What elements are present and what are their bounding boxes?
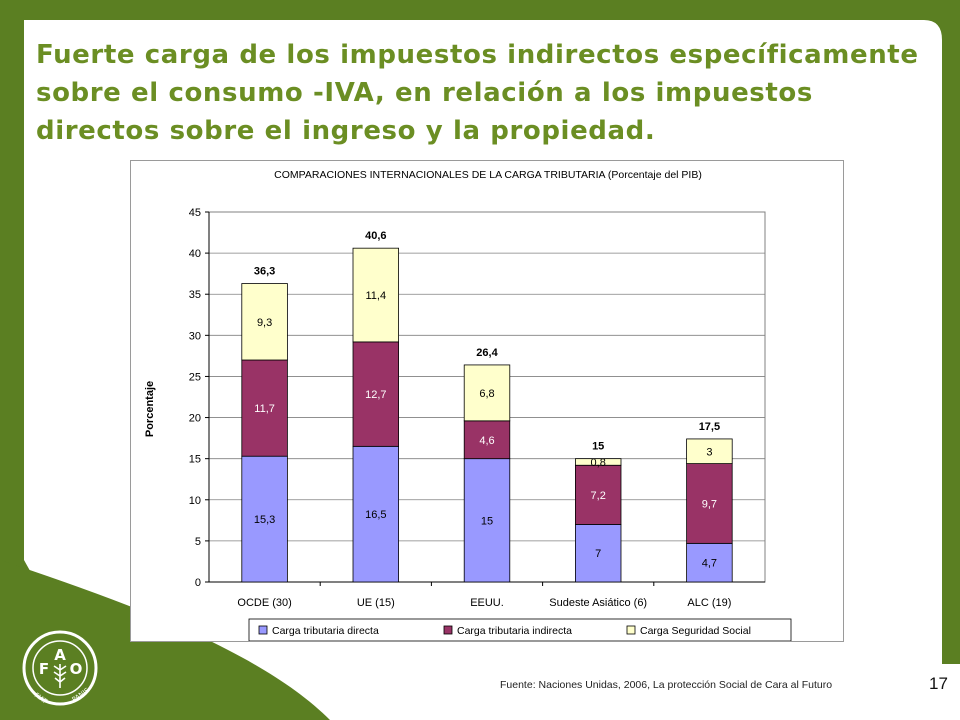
- bar-segment: [686, 438, 733, 464]
- data-label: 4,6: [479, 435, 494, 447]
- x-tick-label: ALC (19): [687, 597, 731, 609]
- data-label: 12,7: [365, 389, 386, 401]
- total-label: 40,6: [365, 230, 386, 242]
- y-axis-label: Porcentaje: [144, 381, 156, 437]
- bar-segment: [463, 364, 511, 422]
- svg-text:F: F: [39, 660, 49, 678]
- y-tick-label: 15: [189, 454, 201, 466]
- legend-swatch: [443, 625, 453, 635]
- bar-segment: [352, 341, 399, 447]
- data-label: 6,8: [479, 388, 494, 400]
- svg-text:A: A: [54, 646, 66, 664]
- chart-frame: COMPARACIONES INTERNACIONALES DE LA CARG…: [130, 160, 844, 642]
- y-tick-label: 5: [195, 536, 201, 548]
- y-tick-label: 10: [189, 495, 201, 507]
- data-label: 11,4: [366, 290, 387, 302]
- data-label: 15,3: [254, 514, 275, 526]
- svg-text:O: O: [70, 660, 83, 678]
- slide-title: Fuerte carga de los impuestos indirectos…: [36, 40, 919, 146]
- svg-text:FIAT: FIAT: [33, 691, 49, 705]
- chart-title: COMPARACIONES INTERNACIONALES DE LA CARG…: [274, 169, 702, 181]
- y-tick-label: 30: [189, 330, 201, 342]
- y-tick-label: 25: [189, 371, 201, 383]
- page-number: 17: [929, 674, 948, 693]
- source-note: Fuente: Naciones Unidas, 2006, La protec…: [500, 679, 833, 691]
- legend-box: [248, 618, 792, 641]
- bar-segment: [575, 464, 622, 525]
- x-tick-label: UE (15): [357, 597, 395, 609]
- svg-text:PANIS: PANIS: [71, 686, 91, 703]
- data-label: 15: [481, 515, 493, 527]
- data-label: 4,7: [702, 558, 717, 570]
- data-label: 0,8: [591, 457, 606, 469]
- fao-logo: F A O FIAT PANIS: [22, 630, 98, 706]
- legend-label: Carga tributaria directa: [272, 625, 379, 637]
- bar-segment: [575, 524, 622, 583]
- data-label: 11,7: [254, 403, 275, 415]
- legend-label: Carga Seguridad Social: [640, 625, 751, 637]
- total-label: 15: [592, 441, 604, 453]
- bar-segment: [352, 247, 399, 343]
- data-label: 9,3: [257, 317, 272, 329]
- chart: COMPARACIONES INTERNACIONALES DE LA CARG…: [144, 169, 792, 641]
- x-tick-label: EEUU.: [470, 597, 504, 609]
- legend-swatch: [626, 625, 636, 635]
- data-label: 9,7: [702, 498, 717, 510]
- x-tick-label: OCDE (30): [237, 597, 291, 609]
- total-label: 17,5: [699, 421, 720, 433]
- bar-segment: [686, 463, 733, 544]
- bar-segment: [241, 455, 288, 583]
- data-label: 7: [595, 548, 601, 560]
- total-label: 36,3: [254, 266, 275, 278]
- bar-segment: [241, 359, 288, 457]
- y-tick-label: 45: [189, 207, 201, 219]
- bar-segment: [686, 542, 733, 583]
- y-tick-label: 0: [195, 577, 201, 589]
- y-tick-label: 40: [189, 248, 201, 260]
- data-label: 7,2: [591, 490, 606, 502]
- y-tick-label: 20: [189, 413, 201, 425]
- y-tick-label: 35: [189, 289, 201, 301]
- bar-segment: [575, 458, 622, 466]
- data-label: 16,5: [365, 509, 386, 521]
- bar-segment: [463, 420, 511, 460]
- total-label: 26,4: [476, 347, 498, 359]
- x-tick-label: Sudeste Asiático (6): [549, 597, 647, 609]
- bar-segment: [352, 445, 399, 583]
- bar-segment: [241, 283, 288, 361]
- data-label: 3: [706, 446, 712, 458]
- legend-label: Carga tributaria indirecta: [457, 625, 572, 637]
- legend-swatch: [258, 625, 268, 635]
